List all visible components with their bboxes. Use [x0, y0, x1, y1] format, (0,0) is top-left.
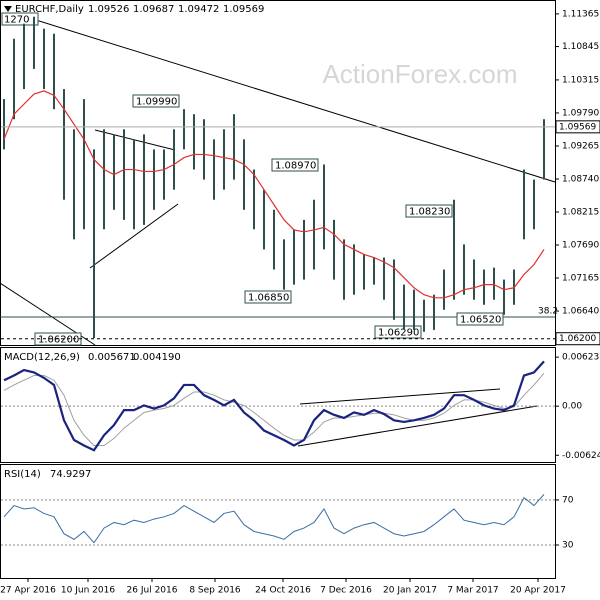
y-tick-label: 1.08740: [562, 174, 599, 184]
y-tick-label: 30: [562, 540, 574, 550]
annotation-label: 1270: [4, 15, 29, 26]
rsi-line: [3, 494, 545, 544]
rsi-panel: [0, 464, 556, 579]
trendline: [89, 203, 179, 269]
x-tick-label: 7 Mar 2017: [447, 586, 498, 596]
signal-readout: 0.004190: [133, 352, 181, 363]
x-tick-label: 27 Apr 2016: [0, 586, 56, 596]
y-tick-label: 0.00: [562, 402, 582, 412]
y-tick-label: 0.006238: [562, 353, 600, 363]
rsi-title: RSI(14): [4, 469, 41, 480]
x-tick-label: 10 Jun 2016: [61, 586, 115, 596]
quote-close: 1.09569: [223, 4, 264, 15]
annotation-label: 1.06200: [38, 335, 79, 346]
annotation-label: 1.08230: [409, 207, 450, 218]
annotation: 1.06850: [244, 290, 292, 304]
y-tick-label: 1.06640: [562, 307, 599, 317]
annotation: 1.08230: [405, 204, 453, 218]
last-price-label: 1.09569: [559, 122, 596, 132]
macd-trendline: [297, 405, 538, 447]
macd-title: MACD(12,26,9): [4, 352, 80, 363]
annotation: 1270: [1, 12, 39, 26]
y-tick-label: 1.10315: [562, 75, 599, 85]
level-box: [555, 332, 600, 346]
x-tick-label: 7 Dec 2016: [320, 586, 372, 596]
macd-trendline: [299, 388, 501, 405]
x-tick-label: 20 Apr 2017: [510, 586, 566, 596]
quote-low: 1.09472: [178, 4, 219, 15]
y-tick-label: 1.09265: [562, 141, 599, 151]
annotation-label: 1.06850: [248, 293, 289, 304]
annotation: 1.09990: [132, 94, 180, 108]
x-tick-label: 24 Oct 2016: [255, 586, 311, 596]
symbol: EURCHF,Daily: [15, 4, 84, 15]
annotation: 1.08970: [271, 158, 319, 172]
annotation-label: 1.06290: [378, 328, 419, 339]
annotation-label: 1.08970: [275, 161, 316, 172]
quote-high: 1.09687: [133, 4, 174, 15]
annotation: 1.06200: [34, 332, 82, 346]
x-tick-label: 8 Sep 2016: [189, 586, 241, 596]
y-tick-label: 70: [562, 495, 574, 505]
moving-average: [3, 90, 545, 299]
y-tick-label: 1.10845: [562, 42, 599, 52]
macd-panel: [0, 347, 556, 463]
y-tick-label: 1.09790: [562, 108, 599, 118]
header-icon: [4, 6, 12, 12]
y-tick-label: 1.08215: [562, 207, 599, 217]
annotation-label: 1.09990: [136, 97, 177, 108]
y-tick-label: 1.11365: [562, 9, 599, 19]
watermark: ActionForex.com: [322, 59, 517, 89]
price-panel: [0, 0, 556, 346]
y-tick-label: 1.07165: [562, 274, 599, 284]
y-tick-label: 1.07690: [562, 241, 599, 251]
macd-line: [3, 360, 545, 452]
annotation-label: 1.06520: [460, 315, 501, 326]
rsi-readout: 74.9297: [50, 469, 91, 480]
quote-open: 1.09526: [88, 4, 129, 15]
macd-readout: 0.005671: [88, 352, 136, 363]
last-price-box: [555, 120, 600, 134]
signal-line: [3, 372, 545, 446]
x-tick-label: 20 Jan 2017: [383, 586, 437, 596]
y-tick-label: -0.006242: [562, 451, 600, 461]
level-label: 1.06200: [559, 334, 596, 344]
x-tick-label: 26 Jul 2016: [127, 586, 178, 596]
annotation: 1.06290: [374, 325, 422, 339]
trendline: [19, 14, 556, 183]
fib-label: 38.2: [538, 307, 558, 317]
annotation: 1.06520: [456, 312, 504, 326]
